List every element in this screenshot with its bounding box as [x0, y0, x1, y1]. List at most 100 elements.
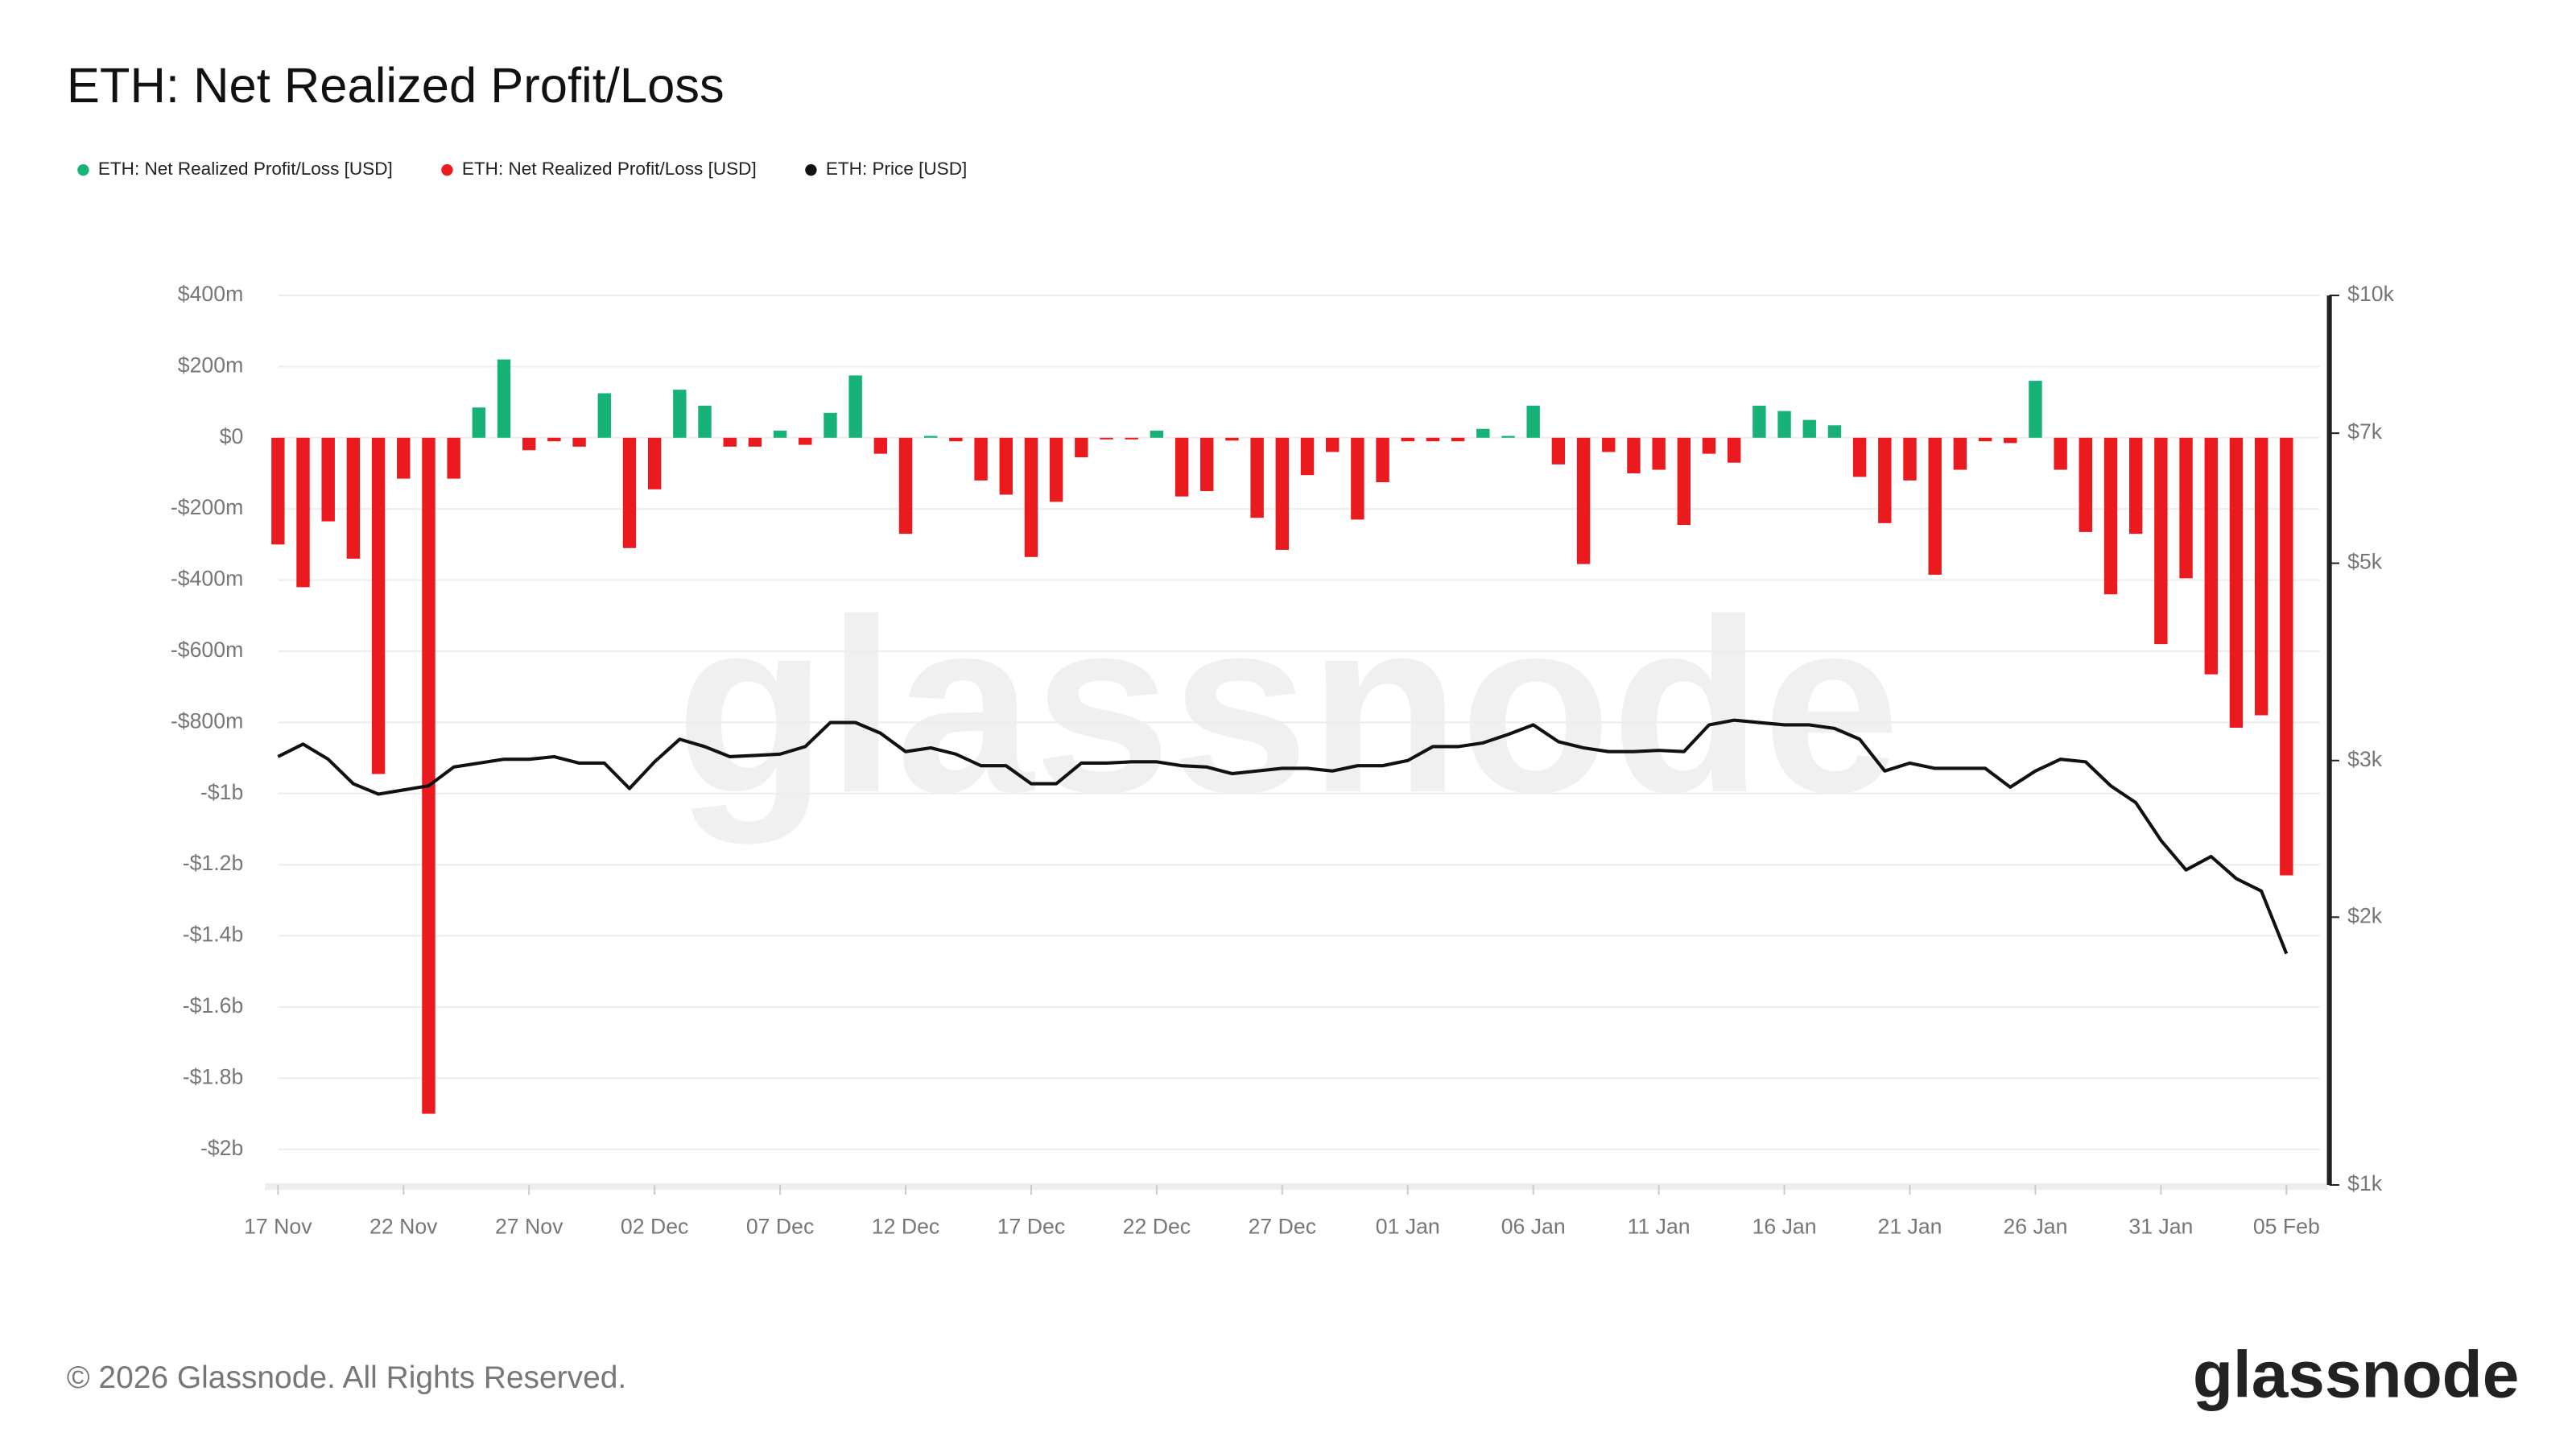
bar — [1827, 425, 1842, 438]
bar — [773, 430, 787, 438]
bar — [1250, 437, 1264, 518]
bar — [1727, 437, 1741, 463]
bar — [397, 437, 411, 479]
y-tick-label: -$1.8b — [183, 1064, 244, 1088]
bar — [924, 436, 938, 438]
bar — [1852, 437, 1867, 477]
bar — [974, 437, 988, 481]
bar — [1652, 437, 1666, 470]
bar — [1576, 437, 1591, 564]
bar — [949, 437, 963, 442]
y-tick-label: $200m — [178, 353, 243, 377]
bar — [371, 437, 386, 774]
legend-dot — [805, 163, 817, 176]
legend-label: ETH: Net Realized Profit/Loss [USD] — [98, 159, 393, 179]
bar — [622, 437, 637, 548]
bar — [321, 437, 335, 522]
bar — [1802, 419, 1816, 438]
x-tick-label: 02 Dec — [621, 1214, 688, 1238]
x-tick-label: 17 Dec — [997, 1214, 1065, 1238]
y2-tick-label: $10k — [2347, 282, 2394, 306]
bar — [848, 375, 862, 438]
bar — [1602, 437, 1616, 452]
bar — [1878, 437, 1892, 523]
x-tick-label: 16 Jan — [1752, 1214, 1817, 1238]
x-tick-label: 05 Feb — [2253, 1214, 2320, 1238]
y-tick-label: -$1.4b — [183, 923, 244, 947]
bar — [698, 405, 712, 438]
bar — [1401, 437, 1414, 442]
bar — [1627, 437, 1641, 473]
x-tick-label: 27 Nov — [495, 1214, 564, 1238]
x-tick-label: 27 Dec — [1249, 1214, 1316, 1238]
bar — [547, 437, 561, 442]
bar — [346, 437, 361, 559]
bar — [824, 412, 837, 438]
y-tick-label: -$600m — [171, 638, 243, 662]
bar — [898, 437, 913, 535]
x-tick-label: 21 Jan — [1878, 1214, 1942, 1238]
bar — [597, 393, 611, 438]
chart-title: ETH: Net Realized Profit/Loss — [67, 58, 724, 114]
y-tick-label: -$800m — [171, 708, 243, 733]
bar — [497, 359, 511, 438]
bar — [2029, 381, 2042, 438]
legend-dot — [441, 163, 453, 176]
y-tick-label: -$200m — [171, 495, 243, 519]
bar — [1953, 437, 1967, 470]
bar — [2154, 437, 2168, 645]
bar — [723, 437, 737, 447]
bar — [2204, 437, 2218, 675]
bar — [1476, 428, 1490, 438]
bar — [422, 437, 436, 1114]
bar — [1501, 436, 1515, 438]
legend-label: ETH: Net Realized Profit/Loss [USD] — [462, 159, 757, 179]
bar — [296, 437, 310, 588]
bar — [2254, 437, 2268, 716]
x-tick-label: 01 Jan — [1376, 1214, 1440, 1238]
y-tick-label: $400m — [178, 282, 243, 306]
bar — [1551, 437, 1566, 464]
y-tick-label: -$1b — [200, 780, 243, 804]
x-tick-label: 22 Dec — [1123, 1214, 1191, 1238]
y2-tick-label: $3k — [2347, 747, 2383, 771]
watermark: glassnode — [676, 568, 1901, 845]
bar — [472, 407, 486, 438]
legend-label: ETH: Price [USD] — [826, 159, 967, 179]
bar — [2004, 437, 2017, 444]
bar — [1174, 437, 1189, 497]
bar — [2103, 437, 2118, 595]
bar — [1451, 437, 1465, 442]
bar — [1024, 437, 1038, 557]
bar — [1677, 437, 1691, 526]
bar — [2280, 437, 2293, 876]
bar — [1325, 437, 1340, 452]
x-tick-label: 26 Jan — [2003, 1214, 2067, 1238]
bar — [1777, 411, 1791, 438]
bar — [1225, 437, 1239, 441]
bar — [522, 437, 536, 451]
bar — [999, 437, 1013, 495]
x-axis-band — [264, 1183, 2328, 1191]
x-tick-label: 06 Jan — [1501, 1214, 1566, 1238]
bar — [447, 437, 460, 479]
x-tick-label: 22 Nov — [369, 1214, 438, 1238]
x-tick-label: 12 Dec — [872, 1214, 939, 1238]
y-tick-label: -$400m — [171, 567, 243, 591]
bar — [1100, 437, 1113, 440]
bar — [748, 437, 762, 447]
bar — [1200, 437, 1214, 492]
bar — [1752, 405, 1766, 438]
bar — [873, 437, 888, 454]
x-tick-label: 11 Jan — [1628, 1214, 1690, 1238]
price-line — [277, 718, 2289, 955]
y2-tick-label: $2k — [2347, 903, 2383, 927]
x-tick-label: 17 Nov — [244, 1214, 312, 1238]
bar — [1928, 437, 1942, 575]
bar — [1526, 405, 1540, 438]
bar — [1049, 437, 1063, 502]
bar — [673, 390, 687, 438]
bar — [2054, 437, 2067, 470]
bar — [1075, 437, 1088, 458]
